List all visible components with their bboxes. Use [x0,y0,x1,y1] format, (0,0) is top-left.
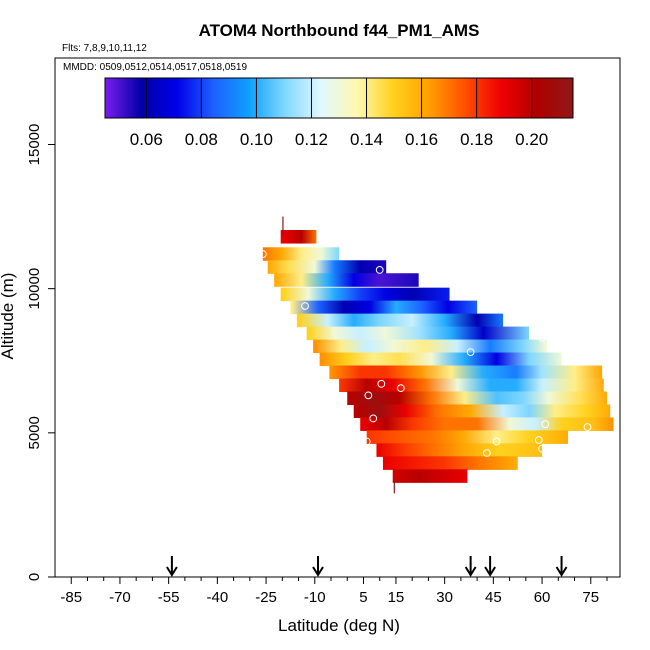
flight-arrow-icon [312,556,324,577]
y-tick-label: 0 [26,573,43,581]
heatmap-row [274,273,419,287]
colorbar-gradient [104,77,574,119]
axes-layer: -85 -70 -55 -40 -25 -10 5 15 30 45 60 75 0 5000 10000 1… [26,124,608,606]
colorbar-tick-label: 0.06 [130,130,163,149]
heatmap-row [280,229,317,244]
flight-arrows [166,556,568,577]
x-tick-label: 5 [359,589,367,606]
y-tick-label: 10000 [26,268,43,310]
heatmap-row [319,352,562,367]
heatmap-row [392,469,468,483]
sample-marker [583,423,592,431]
sample-marker [369,414,378,423]
x-tick-label: -25 [255,589,277,606]
flight-arrow-icon [166,556,178,577]
heatmap-row [296,313,504,328]
y-tick-label: 15000 [26,124,43,166]
x-tick-label: -70 [109,589,131,606]
colorbar: 0.06 0.08 0.10 0.12 0.14 0.16 0.18 0.20 [104,77,574,149]
sample-marker [362,437,371,446]
heatmap-row [376,443,543,457]
colorbar-tick-label: 0.12 [295,130,328,149]
colorbar-tick-label: 0.10 [240,130,273,149]
x-tick-label: 15 [388,589,405,606]
x-tick-label: 30 [436,589,453,606]
sample-marker [258,250,267,258]
colorbar-tick-label: 0.18 [460,130,493,149]
sample-marker [377,379,386,388]
flight-arrow-icon [484,556,496,577]
y-axis-label: Altitude (m) [0,273,17,360]
sample-marker [538,333,546,342]
y-tick-label: 5000 [26,416,43,449]
x-tick-label: -40 [207,589,229,606]
heatmap-row [366,430,569,444]
chart-title: ATOM4 Northbound f44_PM1_AMS [199,21,480,40]
heatmap-row [262,247,340,261]
sample-marker [482,449,491,457]
flights-label: Flts: 7,8,9,10,11,12 [62,43,147,54]
heatmap-row [329,365,603,380]
heatmap-row [382,456,518,470]
x-tick-label: 45 [485,589,502,606]
sample-marker [541,420,550,429]
sample-marker [396,384,405,393]
sample-marker [364,391,373,400]
plot-frame [54,57,621,578]
plot-fill-layer [262,216,614,494]
sample-marker [538,444,546,453]
sample-marker [492,437,501,446]
dates-label: MMDD: 0509,0512,0514,0517,0518,0519 [63,62,247,73]
markers-layer [258,250,611,457]
heatmap-row [353,404,611,418]
flight-arrow-icon [464,556,477,577]
heatmap-row [347,391,608,406]
heatmap-row [313,339,547,354]
heatmap-row [360,417,614,431]
colorbar-tick-label: 0.08 [185,130,218,149]
x-tick-label: -85 [60,589,82,606]
x-tick-label: -10 [304,589,326,606]
heatmap-row [339,378,604,393]
sample-marker [466,348,475,357]
colorbar-tick-label: 0.20 [515,130,548,149]
sample-marker [603,365,611,374]
x-tick-label: 60 [534,589,551,606]
x-tick-label: 75 [582,589,599,606]
sample-marker [301,302,309,310]
heatmap-row [280,287,450,302]
x-tick-label: -55 [158,589,180,606]
colorbar-tick-label: 0.16 [405,130,438,149]
heatmap-row [306,326,530,341]
heatmap-row [290,300,478,315]
sample-marker [375,266,384,274]
heatmap-row [267,260,387,274]
sample-marker [534,436,543,444]
flight-arrow-icon [555,556,568,577]
colorbar-tick-label: 0.14 [350,130,383,149]
x-axis-label: Latitude (deg N) [278,616,400,635]
